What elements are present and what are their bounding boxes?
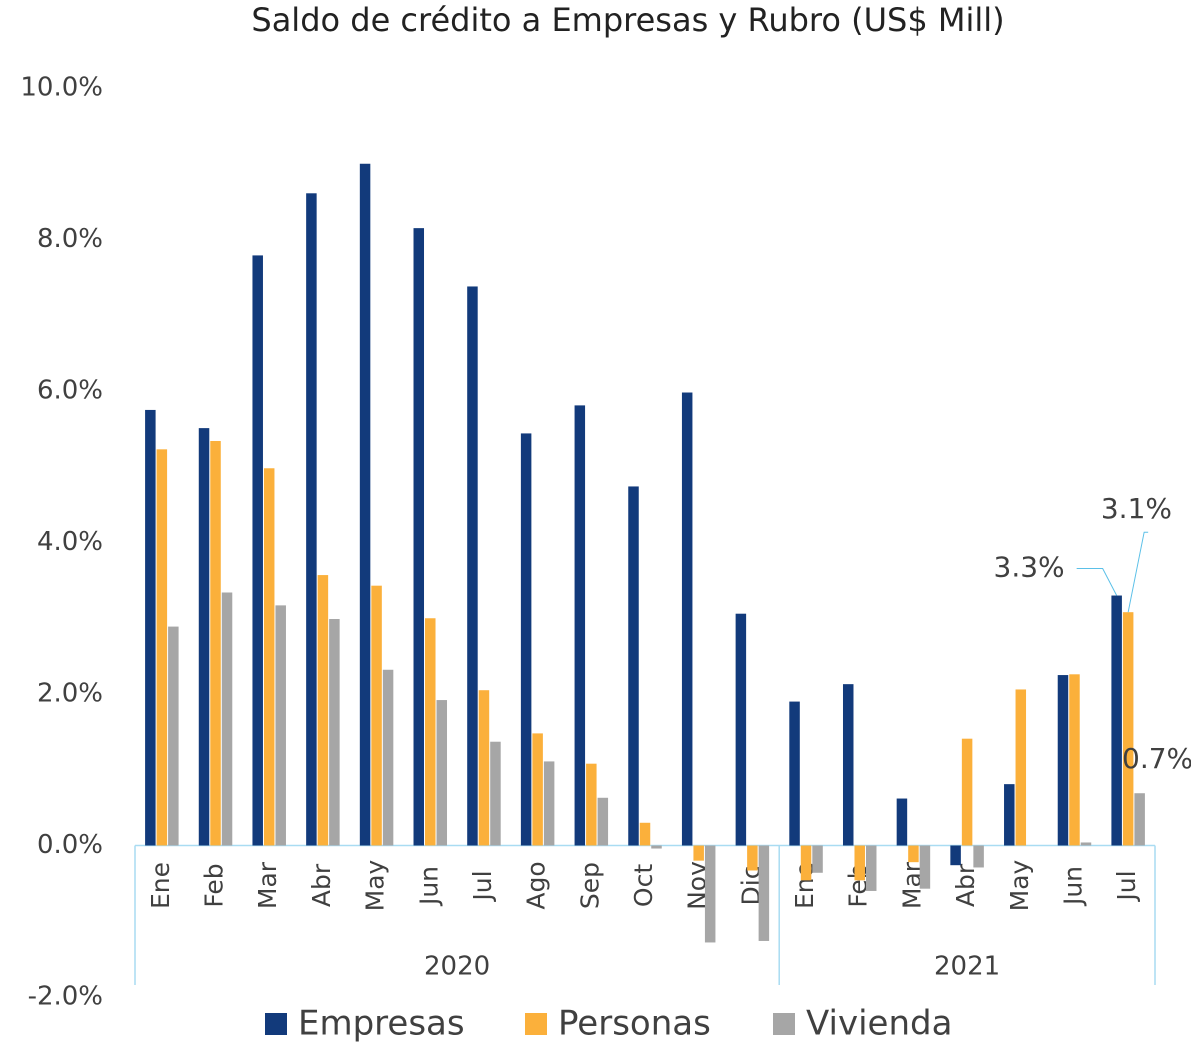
bar — [747, 845, 758, 871]
bar — [865, 845, 877, 891]
leader-line — [1127, 531, 1149, 613]
group-label: 2020 — [424, 952, 490, 982]
bar — [210, 440, 221, 846]
x-tick-label: May — [1005, 859, 1034, 911]
y-tick-label: 2.0% — [37, 679, 103, 709]
bar — [382, 669, 394, 846]
y-tick-label: 6.0% — [37, 376, 103, 406]
bar — [1080, 842, 1092, 846]
legend-label: Empresas — [298, 1004, 465, 1044]
bar — [306, 193, 317, 846]
bar — [681, 392, 693, 846]
bar — [789, 701, 800, 846]
bar — [490, 741, 501, 846]
bar — [800, 845, 812, 881]
bar — [1069, 674, 1080, 846]
y-tick-label: 4.0% — [37, 527, 103, 557]
data-label: 0.7% — [1122, 742, 1191, 775]
bar — [1015, 689, 1027, 846]
data-label: 3.1% — [1101, 492, 1172, 525]
bar — [919, 845, 931, 889]
bar — [168, 626, 179, 846]
bar — [329, 619, 340, 846]
bar — [758, 845, 770, 941]
legend-label: Vivienda — [806, 1004, 952, 1044]
bar — [436, 700, 448, 846]
bar — [543, 761, 555, 846]
chart-title: Saldo de crédito a Empresas y Rubro (US$… — [251, 1, 1004, 39]
bar — [275, 605, 286, 846]
bar — [908, 845, 919, 863]
legend-swatch — [773, 1013, 795, 1035]
leader-line — [1076, 568, 1118, 596]
x-tick-label: Mar — [253, 861, 282, 909]
bar — [812, 845, 823, 873]
bar — [961, 738, 973, 846]
bar — [639, 822, 651, 846]
bar — [425, 618, 436, 846]
y-tick-label: -2.0% — [28, 982, 103, 1012]
bar — [413, 228, 425, 846]
x-tick-label: Jun — [414, 866, 443, 907]
bar — [156, 449, 168, 846]
bar — [1134, 793, 1145, 846]
bar — [693, 845, 704, 861]
legend-swatch — [265, 1013, 287, 1035]
y-tick-label: 10.0% — [20, 73, 103, 103]
bar — [628, 486, 639, 846]
bar — [198, 428, 210, 846]
bar — [896, 798, 908, 846]
bar — [704, 845, 716, 943]
bar — [263, 468, 275, 846]
x-tick-label: Oct — [629, 864, 658, 907]
bar — [359, 163, 371, 846]
y-tick-label: 8.0% — [37, 224, 103, 254]
bar — [532, 733, 543, 846]
bar — [574, 405, 586, 846]
bar — [854, 845, 865, 881]
bar — [586, 763, 597, 846]
bar — [252, 255, 263, 846]
x-tick-label: Abr — [951, 863, 980, 907]
bar — [597, 797, 609, 846]
x-tick-label: Ago — [522, 861, 551, 909]
x-tick-label: Jul — [1112, 870, 1141, 902]
bar — [1004, 784, 1015, 846]
bar — [1057, 675, 1069, 846]
data-label: 3.3% — [994, 551, 1065, 584]
bar — [221, 592, 233, 846]
x-tick-label: Jul — [468, 870, 497, 902]
bar — [735, 613, 747, 846]
x-tick-label: Sep — [575, 862, 604, 909]
legend-swatch — [525, 1013, 547, 1035]
bar — [1111, 595, 1122, 846]
legend-label: Personas — [558, 1004, 711, 1044]
bar — [478, 690, 490, 846]
bar — [1122, 612, 1134, 846]
y-tick-label: 0.0% — [37, 830, 103, 860]
bar — [973, 845, 984, 868]
x-tick-label: Jun — [1058, 866, 1087, 907]
x-tick-label: Ene — [146, 862, 175, 909]
bar — [950, 845, 961, 866]
x-tick-label: Feb — [200, 863, 229, 907]
x-tick-label: Abr — [307, 863, 336, 907]
x-tick-label: May — [361, 859, 390, 911]
bar — [651, 845, 662, 849]
bar — [317, 575, 329, 846]
bar — [842, 684, 854, 846]
bar — [371, 585, 382, 846]
bar — [145, 409, 156, 846]
bar — [520, 433, 532, 846]
group-label: 2021 — [934, 952, 1000, 982]
bar — [467, 286, 478, 846]
